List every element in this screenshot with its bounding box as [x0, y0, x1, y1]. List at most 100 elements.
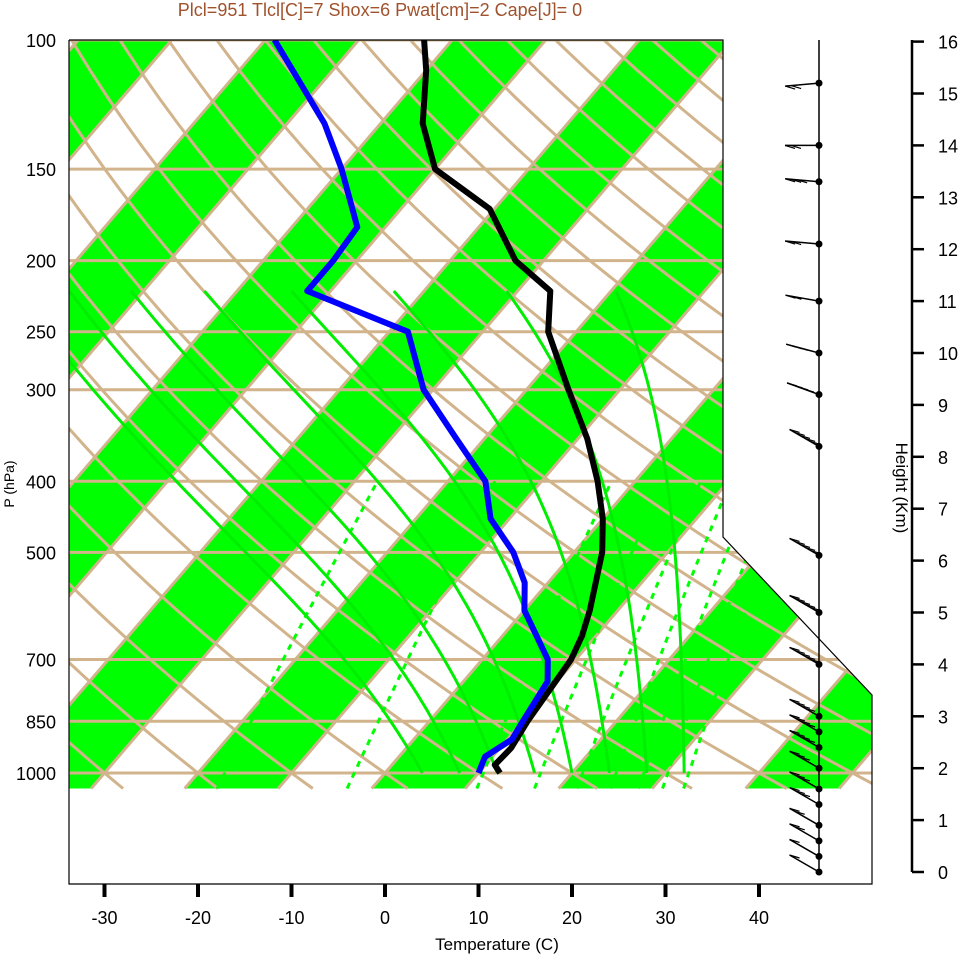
wind-barb-shaft [789, 537, 820, 557]
wind-barb-flag [799, 735, 811, 741]
wind-barb-flag [799, 777, 811, 782]
wind-barb-flag [789, 646, 800, 651]
wind-barb-flag [794, 826, 805, 831]
temperature-trace [419, 40, 606, 775]
height-tick-label: 16 [938, 33, 958, 53]
wind-barb-flag [794, 789, 805, 795]
moist-adiabat [392, 290, 611, 774]
wind-barb-flag [789, 714, 800, 719]
plot-frame [68, 39, 873, 885]
pressure-tick-label: 100 [26, 31, 56, 51]
height-tick-label: 13 [938, 188, 958, 208]
isotherm-line [69, 40, 360, 790]
wind-barb-flag [799, 792, 811, 798]
wind-barb-shaft [785, 178, 820, 183]
wind-barb-flag [799, 704, 811, 709]
dry-adiabat [69, 40, 314, 790]
temperature-tick-label: 10 [468, 908, 488, 928]
sounding-traces [271, 40, 606, 775]
wind-barb-shaft [789, 729, 820, 749]
dry-adiabat [312, 40, 872, 790]
wind-barb-shaft [789, 771, 820, 790]
dewpoint-trace [271, 40, 551, 775]
wind-barb-shaft [789, 838, 820, 858]
wind-barb-shaft [785, 82, 820, 87]
dry-adiabat [69, 40, 788, 790]
dry-adiabat [263, 40, 872, 790]
dry-adiabat [69, 40, 409, 790]
wind-barb-flag [794, 597, 805, 603]
mixing-ratio-line [345, 480, 497, 790]
temperature-band [69, 40, 359, 789]
moist-adiabat [614, 290, 686, 774]
wind-barb-flag [794, 431, 805, 436]
wind-barb-flag [794, 540, 805, 545]
wind-barb-flag [799, 652, 811, 657]
wind-barb-flag [794, 701, 805, 706]
pressure-tick-label: 250 [26, 323, 56, 343]
wind-barb-flag [791, 295, 802, 300]
temperature-tick-label: -10 [278, 908, 304, 928]
wind-barb-flag [784, 144, 796, 149]
wind-barb-flag [790, 178, 802, 183]
mixing-ratio-line [575, 480, 703, 790]
wind-barb-flag [794, 774, 805, 779]
wind-barb-flag [804, 655, 816, 660]
height-tick-label: 2 [938, 759, 948, 779]
height-tick-label: 14 [938, 136, 958, 156]
wind-barb-flag [790, 84, 802, 90]
dry-adiabat [69, 40, 219, 790]
temperature-tick-label: 40 [749, 908, 769, 928]
wind-barb-flag [810, 549, 821, 554]
wind-barb-flag [804, 546, 816, 551]
wind-barb-shaft [789, 750, 820, 769]
wind-barb-flag [789, 428, 800, 433]
dry-adiabat [69, 40, 872, 790]
wind-barb-flag [789, 771, 800, 776]
wind-barb-shaft [789, 823, 820, 842]
height-tick-label: 0 [938, 863, 948, 883]
wind-barb-shaft [789, 854, 820, 873]
height-tick-label: 6 [938, 552, 948, 572]
wind-barb-flag [794, 810, 805, 815]
wind-barb-shaft [789, 646, 820, 666]
wind-barb-flag [789, 537, 800, 542]
wind-barb-flag [789, 823, 800, 828]
wind-barb-flag [810, 440, 821, 445]
wind-barb-flag [804, 437, 816, 442]
isotherm-line [90, 40, 734, 790]
mixing-ratio-lines [69, 289, 797, 790]
wind-barb-flag [789, 854, 800, 859]
pressure-tick-label: 150 [26, 160, 56, 180]
height-tick-label: 12 [938, 240, 958, 260]
wind-barb-flag [799, 434, 811, 439]
pressure-tick-label: 850 [26, 712, 56, 732]
wind-barb-flag [789, 698, 800, 703]
wind-barb-flag [789, 594, 800, 600]
dry-adiabat [69, 40, 504, 790]
wind-barb-flag [810, 658, 821, 663]
mixing-ratio-line [215, 480, 379, 790]
wind-barb-flag [804, 738, 816, 744]
temperature-tick-label: -20 [185, 908, 211, 928]
wind-barb-flag [794, 717, 805, 722]
wind-barb-flag [804, 723, 816, 728]
x-axis-label: Temperature (C) [435, 935, 559, 954]
wind-barb-flag [789, 729, 800, 735]
wind-barb-shaft [785, 294, 820, 302]
wind-barb-flag [810, 606, 821, 612]
wind-barb-flag [794, 649, 805, 654]
wind-barb-shaft [789, 698, 820, 717]
wind-barb-flag [799, 543, 811, 548]
wind-barb-flag [794, 753, 805, 758]
wind-barb-flag [789, 807, 800, 812]
wind-barb-flag [790, 144, 802, 149]
isotherm-line [651, 40, 872, 790]
temperature-tick-label: 0 [380, 908, 390, 928]
wind-barb-flag [784, 240, 796, 245]
pressure-tick-label: 400 [26, 472, 56, 492]
wind-barb-flag [794, 732, 805, 738]
height-tick-label: 3 [938, 707, 948, 727]
dry-adiabat [360, 40, 872, 790]
